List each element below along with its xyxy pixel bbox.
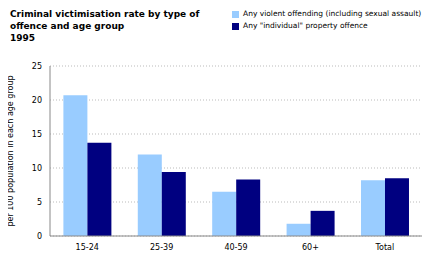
svg-text:5: 5	[37, 198, 42, 207]
svg-text:40-59: 40-59	[224, 243, 247, 252]
html-text:Any violent offending (includi: Any violent offending (including sexual …	[243, 9, 422, 18]
svg-text:25-39: 25-39	[150, 243, 173, 252]
html-text:Any "individual" property offe: Any "individual" property offence	[243, 21, 368, 30]
svg-text:20: 20	[32, 96, 42, 105]
html-text:1995: 1995	[10, 33, 36, 43]
html-text:Criminal victimisation rate by: Criminal victimisation rate by type of o…	[10, 9, 200, 31]
svg-text:25: 25	[32, 62, 42, 71]
svg-text:Total: Total	[374, 243, 394, 252]
svg-text:10: 10	[32, 164, 42, 173]
svg-text:60+: 60+	[302, 243, 319, 252]
svg-text:0: 0	[37, 232, 42, 241]
svg-text:15-24: 15-24	[76, 243, 99, 252]
svg-text:per 100 population in each age: per 100 population in each age group	[8, 75, 15, 226]
svg-text:15: 15	[32, 130, 42, 139]
